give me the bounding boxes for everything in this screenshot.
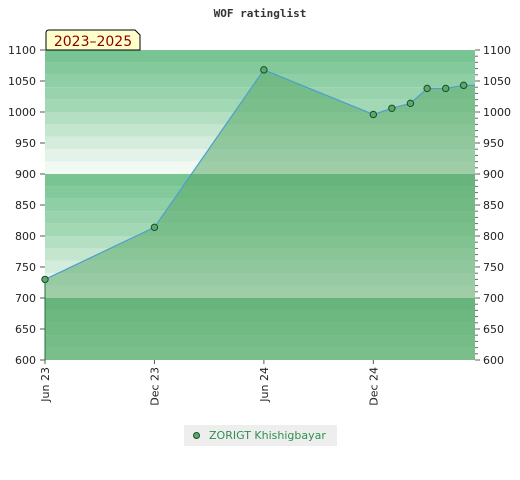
x-tick-label: Dec 24 <box>367 367 380 406</box>
data-point <box>406 99 415 108</box>
y-tick-label: 950 <box>15 137 36 150</box>
y-tick-label-right: 700 <box>483 292 504 305</box>
data-point <box>459 81 468 90</box>
y-axis-right: 600 650 700 750 800 850 900 950 1000 1050 1100 <box>475 44 511 367</box>
y-tick-label-right: 950 <box>483 137 504 150</box>
x-tick-label: Dec 23 <box>148 367 161 406</box>
y-axis-minor-ticks <box>475 49 478 361</box>
series-polyline <box>44 69 475 280</box>
data-points <box>41 66 468 284</box>
legend-label: ZORIGT Khishigbayar <box>209 429 326 442</box>
y-tick-label: 600 <box>15 354 36 367</box>
y-tick-label-right: 800 <box>483 230 504 243</box>
period-badge-label: 2023–2025 <box>54 34 132 50</box>
y-tick-label-right: 1100 <box>483 44 511 57</box>
data-point <box>441 84 450 93</box>
y-tick-label: 850 <box>15 199 36 212</box>
x-axis: Jun 23 Dec 23 Jun 24 Dec 24 <box>39 360 380 406</box>
y-tick-label: 1100 <box>8 44 36 57</box>
y-tick-label-right: 1050 <box>483 75 511 88</box>
y-tick-label: 750 <box>15 261 36 274</box>
data-point <box>369 110 378 119</box>
y-tick-label: 1000 <box>8 106 36 119</box>
y-tick-label-right: 850 <box>483 199 504 212</box>
y-tick-label: 900 <box>15 168 36 181</box>
band <box>45 62 475 75</box>
y-tick-label: 650 <box>15 323 36 336</box>
y-tick-label: 800 <box>15 230 36 243</box>
y-tick-label-right: 650 <box>483 323 504 336</box>
band <box>45 50 475 63</box>
x-tick-label: Jun 23 <box>39 367 52 403</box>
legend-marker-icon <box>193 432 200 439</box>
y-tick-label-right: 900 <box>483 168 504 181</box>
period-badge: 2023–2025 <box>45 29 141 51</box>
data-point <box>260 66 268 74</box>
data-point <box>388 104 396 112</box>
chart-title: WOF ratinglist <box>214 7 307 20</box>
series-area <box>45 69 475 360</box>
legend: ZORIGT Khishigbayar <box>184 425 337 446</box>
series-line <box>44 69 475 360</box>
y-tick-label: 1050 <box>8 75 36 88</box>
y-axis-left: 600 650 700 750 800 850 900 950 1000 1050 1100 <box>8 44 45 367</box>
area-fill <box>45 69 475 360</box>
y-tick-label-right: 750 <box>483 261 504 274</box>
y-tick-label-right: 600 <box>483 354 504 367</box>
y-tick-label-right: 1000 <box>483 106 511 119</box>
data-point <box>423 84 431 93</box>
x-tick-label: Jun 24 <box>258 367 271 403</box>
data-point <box>41 275 49 284</box>
y-tick-label: 700 <box>15 292 36 305</box>
data-point <box>150 223 159 232</box>
